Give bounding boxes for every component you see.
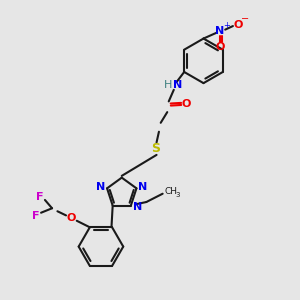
- Text: O: O: [215, 42, 224, 52]
- Text: F: F: [32, 211, 40, 221]
- Text: N: N: [215, 26, 224, 36]
- Text: +: +: [223, 21, 230, 30]
- Text: N: N: [96, 182, 105, 192]
- Text: CH: CH: [164, 188, 178, 196]
- Text: F: F: [36, 192, 43, 202]
- Text: N: N: [138, 182, 148, 192]
- Text: O: O: [182, 99, 191, 109]
- Text: 3: 3: [176, 193, 180, 199]
- Text: N: N: [173, 80, 182, 90]
- Text: H: H: [164, 80, 172, 90]
- Text: O: O: [67, 213, 76, 223]
- Text: S: S: [152, 142, 160, 155]
- Text: O: O: [234, 20, 243, 30]
- Text: −: −: [241, 14, 249, 24]
- Text: N: N: [133, 202, 142, 212]
